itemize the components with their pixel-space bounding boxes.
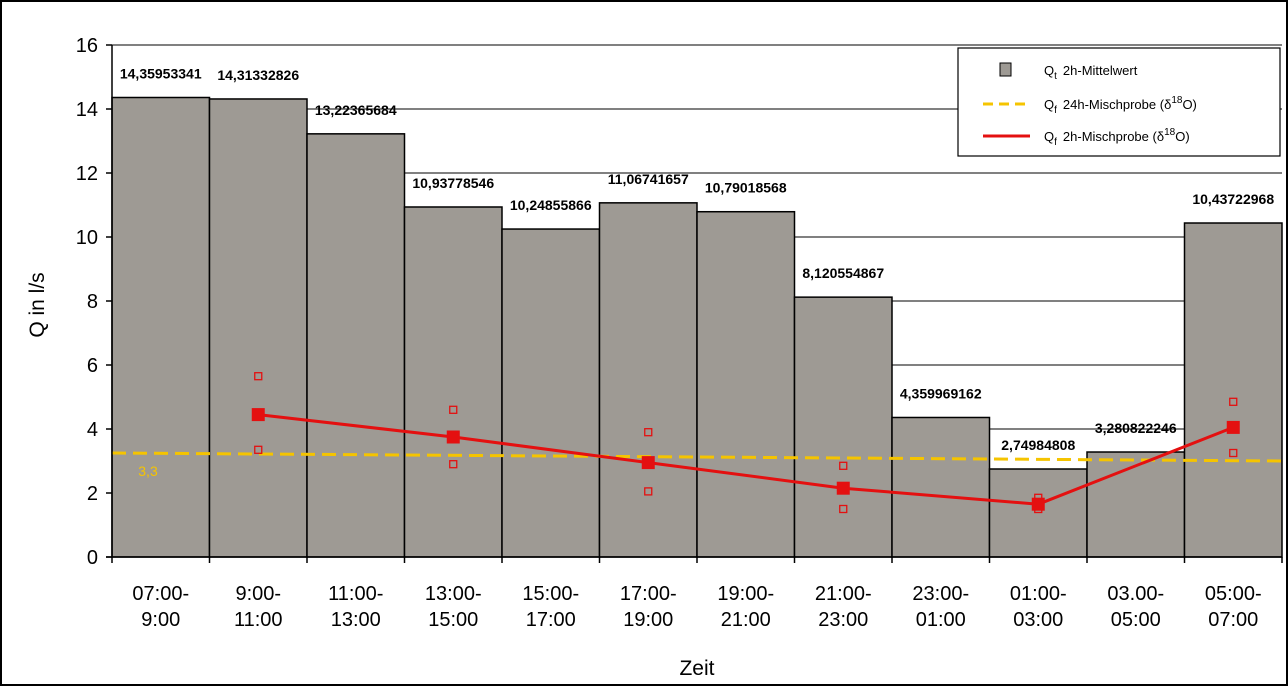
x-tick-labels: 07:00-9:00 9:00-11:00 11:00-13:00 13:00-15:… xyxy=(132,583,1261,631)
bar xyxy=(306,133,406,558)
y-tick-label: 6 xyxy=(87,355,98,377)
legend-bar-swatch xyxy=(999,62,1012,77)
data-label: 10,43722968 xyxy=(1192,191,1274,207)
x-tick-label: 17:00-19:00 xyxy=(620,583,677,631)
x-tick-label: 13:00-15:00 xyxy=(425,583,482,631)
data-label: 10,79018568 xyxy=(705,180,787,196)
data-label: 4,359969162 xyxy=(900,385,982,401)
data-label: 13,22365684 xyxy=(315,102,397,118)
mix2-lower-marker xyxy=(254,445,263,454)
data-labels: 14,35953341 14,31332826 13,22365684 10,9377… xyxy=(120,65,1274,453)
bar xyxy=(1086,451,1186,558)
mix2-upper-marker xyxy=(1034,493,1043,502)
legend-entry: Qt 2h-Mittelwert xyxy=(1044,63,1138,82)
mix2-point xyxy=(1226,420,1240,434)
mix2-lower-marker xyxy=(644,487,653,496)
mix2-point xyxy=(836,481,850,495)
mix2-lower-marker xyxy=(449,460,458,469)
y-tick-label: 12 xyxy=(76,163,98,185)
y-tick-label: 2 xyxy=(87,483,98,505)
data-label: 11,06741657 xyxy=(608,171,689,187)
bar xyxy=(891,416,991,558)
data-label: 10,24855866 xyxy=(510,197,592,213)
mix2-upper-marker xyxy=(449,405,458,414)
bar xyxy=(793,296,893,558)
mix2-point xyxy=(641,456,655,470)
mix2-lower-marker xyxy=(839,504,848,514)
bar xyxy=(208,98,308,558)
data-label: 14,35953341 xyxy=(120,65,202,81)
x-tick-label: 05:00-07:00 xyxy=(1205,583,1262,631)
data-label: 8,120554867 xyxy=(802,265,884,281)
legend-entry: Qf 24h-Mischprobe (δ18O) xyxy=(1044,95,1197,116)
y-tick-label: 10 xyxy=(76,227,98,249)
x-tick-label: 03.00-05:00 xyxy=(1107,583,1164,631)
bar xyxy=(111,96,211,558)
mix2-line xyxy=(258,413,1234,506)
bar xyxy=(1183,222,1283,558)
data-label: 2,74984808 xyxy=(1001,437,1075,453)
x-tick-label: 07:00-9:00 xyxy=(132,583,189,631)
mix2-upper-marker xyxy=(254,372,263,381)
axes xyxy=(106,44,1283,563)
bar xyxy=(696,210,796,558)
data-label: 10,93778546 xyxy=(412,175,494,191)
x-tick-label: 9:00-11:00 xyxy=(234,583,283,631)
y-tick-label: 8 xyxy=(87,291,98,313)
x-tick-label: 19:00-21:00 xyxy=(717,583,774,631)
legend: Qt 2h-Mittelwert Qf 24h-Mischprobe (δ18O) Qf… xyxy=(957,47,1281,157)
mix24-value-label: 3,3 xyxy=(138,463,158,479)
x-tick-label: 15:00-17:00 xyxy=(522,583,579,631)
data-label: 14,31332826 xyxy=(217,67,299,83)
mix2-upper-marker xyxy=(839,461,848,470)
bar xyxy=(598,202,698,558)
x-tick-label: 01:00-03:00 xyxy=(1010,583,1067,631)
y-tick-label: 4 xyxy=(87,419,98,441)
mix2-lower-marker xyxy=(1034,504,1043,514)
y-axis-label: Q in l/s xyxy=(26,272,49,337)
bar xyxy=(403,206,503,558)
mix2-point xyxy=(446,430,460,444)
x-tick-label: 23:00-01:00 xyxy=(912,583,969,631)
mix2-point xyxy=(251,408,265,422)
bar xyxy=(501,228,601,558)
mix2-lower-marker xyxy=(1229,448,1238,458)
x-axis-label: Zeit xyxy=(679,657,714,680)
mix2-upper-marker xyxy=(644,428,653,437)
legend-entry: Qf 2h-Mischprobe (δ18O) xyxy=(1044,127,1190,148)
y-tick-label: 0 xyxy=(87,547,98,569)
bars xyxy=(111,96,1283,558)
mix24-series: 3,3 xyxy=(111,451,1283,479)
data-label: 3,280822246 xyxy=(1095,420,1177,436)
mix2-series xyxy=(251,372,1240,514)
legend-box xyxy=(957,47,1281,157)
mix2-upper-marker xyxy=(1229,397,1238,406)
y-tick-labels: 0 2 4 6 8 10 12 14 16 xyxy=(76,35,98,569)
mix2-point xyxy=(1031,497,1045,511)
y-tick-label: 16 xyxy=(76,35,98,57)
mix24-line xyxy=(111,451,1283,463)
y-tick-label: 14 xyxy=(76,99,98,121)
x-tick-label: 21:00-23:00 xyxy=(815,583,872,631)
x-tick-label: 11:00-13:00 xyxy=(328,583,383,631)
